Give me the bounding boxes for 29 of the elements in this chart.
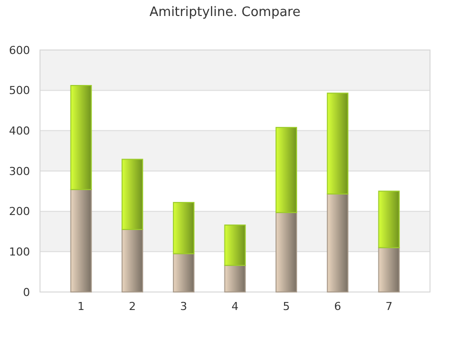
bar xyxy=(326,92,348,194)
bar xyxy=(224,264,246,292)
x-tick-label: 3 xyxy=(180,300,188,313)
bar xyxy=(326,193,348,292)
x-tick-label: 1 xyxy=(78,300,85,313)
bar xyxy=(70,189,92,292)
y-tick-label: 500 xyxy=(9,84,30,98)
y-tick-label: 0 xyxy=(23,286,30,299)
y-tick-label: 400 xyxy=(9,124,30,138)
x-tick-label: 2 xyxy=(128,300,136,313)
bar xyxy=(276,212,298,292)
bar xyxy=(224,224,246,266)
bar xyxy=(122,228,144,292)
x-tick-label: 5 xyxy=(282,300,290,313)
bar xyxy=(378,247,400,292)
x-tick-label: 7 xyxy=(385,300,392,313)
y-tick-label: 300 xyxy=(9,164,30,178)
y-tick-label: 200 xyxy=(9,205,30,218)
x-tick-label: 4 xyxy=(232,300,238,313)
bar xyxy=(378,190,400,248)
bar xyxy=(122,158,144,230)
chart-title: Amitriptyline. Compare xyxy=(150,5,300,20)
bar xyxy=(172,202,194,254)
bar xyxy=(276,126,298,214)
bar xyxy=(172,253,194,292)
y-tick-label: 100 xyxy=(9,246,30,259)
y-tick-label: 600 xyxy=(9,44,30,57)
bar xyxy=(70,84,92,190)
x-tick-label: 6 xyxy=(334,300,342,313)
